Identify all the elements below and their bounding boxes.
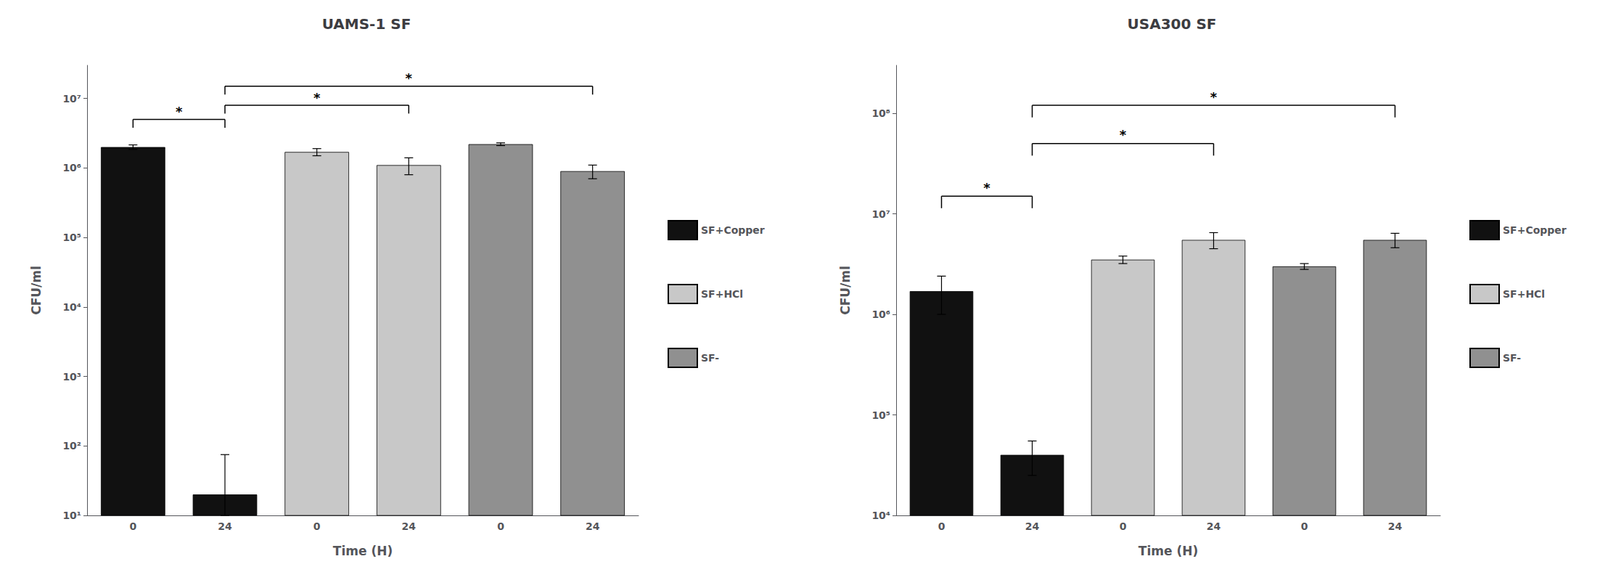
svg-text:10⁴: 10⁴ [871, 509, 891, 521]
svg-text:*: * [1119, 126, 1127, 143]
svg-text:SF+Copper: SF+Copper [1502, 224, 1567, 236]
svg-text:10⁷: 10⁷ [871, 208, 891, 220]
svg-text:*: * [983, 179, 991, 196]
svg-text:10⁵: 10⁵ [62, 231, 82, 244]
svg-text:10⁶: 10⁶ [871, 308, 891, 320]
svg-text:10¹: 10¹ [62, 509, 82, 521]
svg-text:Time (H): Time (H) [1138, 543, 1199, 559]
svg-text:0: 0 [313, 520, 321, 532]
svg-text:*: * [405, 70, 413, 86]
svg-text:SF-: SF- [1502, 351, 1521, 364]
svg-text:SF+Copper: SF+Copper [700, 224, 765, 236]
svg-text:24: 24 [401, 520, 417, 532]
svg-text:0: 0 [938, 520, 946, 532]
svg-text:10⁷: 10⁷ [62, 92, 82, 105]
svg-text:CFU/ml: CFU/ml [29, 265, 44, 315]
svg-text:24: 24 [1206, 520, 1222, 532]
svg-text:0: 0 [497, 520, 505, 532]
svg-text:0: 0 [129, 520, 137, 532]
svg-text:10⁸: 10⁸ [871, 107, 891, 120]
svg-text:SF+HCl: SF+HCl [1502, 288, 1545, 300]
svg-text:10⁵: 10⁵ [871, 409, 891, 421]
svg-text:*: * [175, 103, 183, 120]
svg-text:SF-: SF- [700, 351, 720, 364]
svg-text:24: 24 [1025, 520, 1040, 532]
svg-text:UAMS-1 SF: UAMS-1 SF [322, 15, 412, 33]
svg-text:SF+HCl: SF+HCl [700, 288, 744, 300]
svg-text:10³: 10³ [62, 370, 82, 383]
svg-text:*: * [313, 89, 321, 106]
svg-text:CFU/ml: CFU/ml [838, 265, 853, 315]
svg-text:24: 24 [585, 520, 601, 532]
svg-text:0: 0 [1119, 520, 1127, 532]
svg-text:USA300 SF: USA300 SF [1127, 15, 1217, 33]
svg-text:0: 0 [1301, 520, 1309, 532]
svg-text:10²: 10² [62, 439, 82, 452]
svg-text:24: 24 [217, 520, 233, 532]
svg-text:*: * [1210, 89, 1218, 105]
svg-text:10⁶: 10⁶ [62, 161, 82, 174]
svg-text:24: 24 [1388, 520, 1403, 532]
svg-text:10⁴: 10⁴ [62, 301, 82, 313]
svg-text:Time (H): Time (H) [333, 543, 393, 559]
